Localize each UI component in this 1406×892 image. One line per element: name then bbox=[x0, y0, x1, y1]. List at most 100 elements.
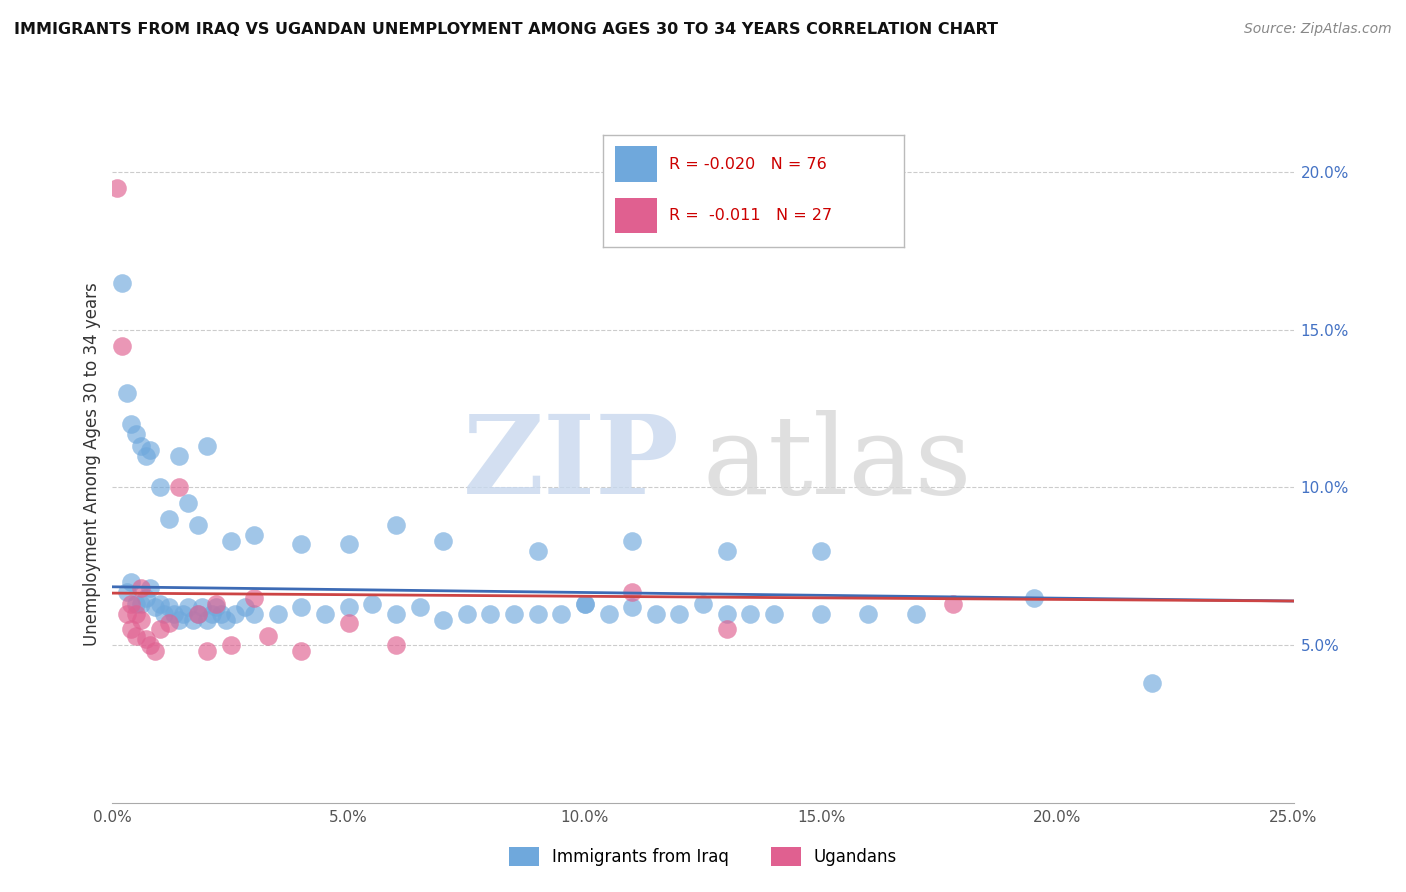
Point bbox=[115, 584, 138, 599]
Point bbox=[858, 607, 880, 621]
Point bbox=[385, 638, 408, 652]
Point bbox=[644, 607, 666, 621]
Point bbox=[105, 181, 128, 195]
Point bbox=[125, 597, 148, 611]
Point bbox=[762, 607, 785, 621]
Point bbox=[526, 543, 548, 558]
Point bbox=[337, 616, 360, 631]
Point bbox=[120, 623, 142, 637]
Point bbox=[408, 600, 430, 615]
Point bbox=[120, 597, 142, 611]
Point bbox=[167, 449, 190, 463]
Point bbox=[219, 638, 242, 652]
Point bbox=[810, 543, 832, 558]
Point bbox=[172, 607, 194, 621]
Text: Source: ZipAtlas.com: Source: ZipAtlas.com bbox=[1244, 22, 1392, 37]
Point bbox=[139, 442, 162, 457]
Point bbox=[243, 528, 266, 542]
Point bbox=[120, 575, 142, 590]
Point bbox=[139, 582, 162, 596]
Point bbox=[716, 543, 738, 558]
Point bbox=[167, 613, 190, 627]
Point bbox=[186, 607, 208, 621]
Point bbox=[314, 607, 336, 621]
Point bbox=[503, 607, 526, 621]
Point bbox=[361, 597, 384, 611]
Point bbox=[111, 276, 134, 290]
Text: ZIP: ZIP bbox=[463, 410, 679, 517]
Point bbox=[243, 591, 266, 605]
Point bbox=[186, 607, 208, 621]
Point bbox=[201, 607, 224, 621]
Point bbox=[129, 440, 152, 454]
Point bbox=[177, 496, 200, 510]
Point bbox=[115, 607, 138, 621]
Point bbox=[125, 426, 148, 441]
Point bbox=[129, 582, 152, 596]
Point bbox=[550, 607, 572, 621]
Point bbox=[692, 597, 714, 611]
Point bbox=[432, 613, 454, 627]
Point bbox=[385, 518, 408, 533]
Point bbox=[942, 597, 965, 611]
Point bbox=[167, 481, 190, 495]
Point bbox=[257, 629, 280, 643]
Point bbox=[740, 607, 762, 621]
Point bbox=[456, 607, 478, 621]
Point bbox=[135, 632, 157, 646]
Point bbox=[337, 600, 360, 615]
Point bbox=[215, 613, 238, 627]
Point bbox=[186, 518, 208, 533]
Point bbox=[163, 607, 186, 621]
Point bbox=[135, 591, 157, 605]
Point bbox=[153, 607, 176, 621]
Point bbox=[621, 584, 644, 599]
Point bbox=[205, 597, 228, 611]
Text: IMMIGRANTS FROM IRAQ VS UGANDAN UNEMPLOYMENT AMONG AGES 30 TO 34 YEARS CORRELATI: IMMIGRANTS FROM IRAQ VS UGANDAN UNEMPLOY… bbox=[14, 22, 998, 37]
Point bbox=[191, 600, 214, 615]
Point bbox=[526, 607, 548, 621]
Point bbox=[129, 613, 152, 627]
Point bbox=[157, 512, 180, 526]
Point bbox=[177, 600, 200, 615]
Point bbox=[157, 616, 180, 631]
Point bbox=[337, 537, 360, 551]
Point bbox=[135, 449, 157, 463]
Point bbox=[668, 607, 690, 621]
Point bbox=[120, 417, 142, 432]
Point bbox=[111, 338, 134, 352]
Point bbox=[143, 600, 166, 615]
Point bbox=[243, 607, 266, 621]
Point bbox=[716, 607, 738, 621]
Text: atlas: atlas bbox=[703, 410, 973, 517]
Point bbox=[205, 600, 228, 615]
Point bbox=[290, 537, 312, 551]
Point bbox=[209, 607, 232, 621]
Point bbox=[195, 440, 218, 454]
Point bbox=[139, 638, 162, 652]
Point bbox=[125, 607, 148, 621]
Point bbox=[143, 644, 166, 658]
Point bbox=[1140, 676, 1163, 690]
Point bbox=[598, 607, 620, 621]
Point bbox=[716, 623, 738, 637]
Point bbox=[267, 607, 290, 621]
Point bbox=[125, 629, 148, 643]
Point bbox=[233, 600, 256, 615]
Point bbox=[115, 385, 138, 400]
Point bbox=[195, 644, 218, 658]
Point bbox=[621, 600, 644, 615]
Point bbox=[574, 597, 596, 611]
Point bbox=[181, 613, 204, 627]
Point bbox=[1022, 591, 1045, 605]
Point bbox=[810, 607, 832, 621]
Point bbox=[574, 597, 596, 611]
Point bbox=[385, 607, 408, 621]
Point bbox=[432, 534, 454, 549]
Y-axis label: Unemployment Among Ages 30 to 34 years: Unemployment Among Ages 30 to 34 years bbox=[83, 282, 101, 646]
Point bbox=[224, 607, 246, 621]
Point bbox=[904, 607, 927, 621]
Point bbox=[621, 534, 644, 549]
Point bbox=[219, 534, 242, 549]
Point bbox=[149, 481, 172, 495]
